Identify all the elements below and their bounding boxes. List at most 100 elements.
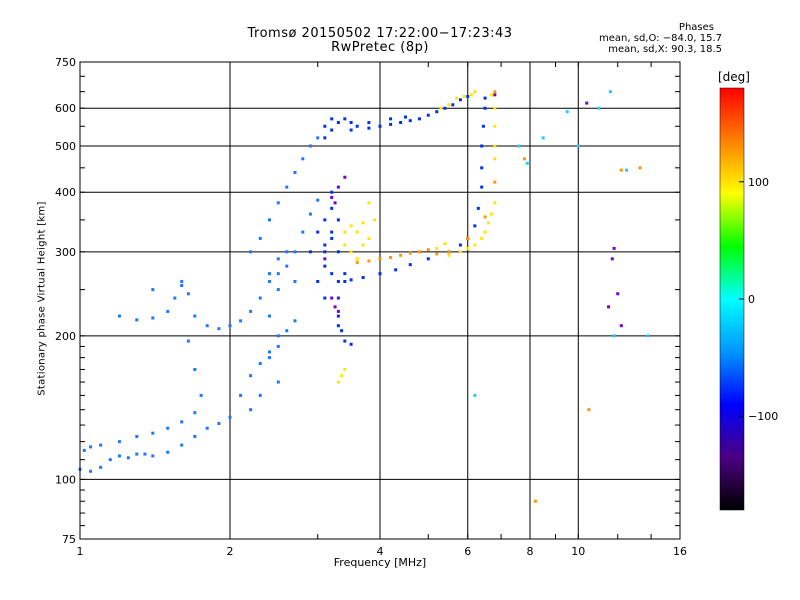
data-point bbox=[343, 339, 347, 343]
data-point bbox=[373, 218, 377, 222]
data-point bbox=[355, 260, 359, 264]
data-point bbox=[308, 250, 312, 254]
data-point bbox=[493, 90, 497, 94]
y-tick-label: 500 bbox=[55, 140, 76, 153]
data-point bbox=[82, 448, 86, 452]
data-point bbox=[462, 94, 466, 98]
data-point bbox=[367, 121, 371, 125]
data-point bbox=[180, 420, 184, 424]
data-point bbox=[408, 119, 412, 123]
data-point bbox=[117, 454, 121, 458]
data-point bbox=[180, 443, 184, 447]
data-point bbox=[205, 426, 209, 430]
data-point bbox=[493, 93, 497, 97]
y-tick-label: 300 bbox=[55, 246, 76, 259]
phases-x-stats: mean, sd,X: 90.3, 18.5 bbox=[608, 44, 722, 55]
data-point bbox=[316, 198, 320, 202]
data-point bbox=[361, 221, 365, 225]
data-point bbox=[258, 361, 262, 365]
y-tick-label: 750 bbox=[55, 56, 76, 69]
data-point bbox=[151, 316, 155, 320]
data-point bbox=[343, 230, 347, 234]
data-point bbox=[267, 314, 271, 318]
data-point bbox=[493, 201, 497, 205]
data-point bbox=[349, 342, 353, 346]
y-tick-label: 100 bbox=[55, 473, 76, 486]
data-point bbox=[597, 106, 601, 110]
axis-ticks: 1 2 4 6 8 10 16 75 100 200 300 400 500 600 750 bbox=[55, 56, 687, 558]
data-point bbox=[619, 168, 623, 172]
data-point bbox=[378, 257, 382, 261]
data-point bbox=[89, 469, 93, 473]
data-point bbox=[293, 319, 297, 323]
data-point bbox=[541, 136, 545, 140]
data-point bbox=[417, 250, 421, 254]
data-point bbox=[267, 218, 271, 222]
data-point bbox=[267, 350, 271, 354]
data-point bbox=[336, 121, 340, 125]
data-point bbox=[99, 465, 103, 469]
data-point bbox=[480, 185, 484, 189]
data-point bbox=[217, 421, 221, 425]
data-point bbox=[426, 113, 430, 117]
data-point bbox=[343, 117, 347, 121]
data-point bbox=[323, 264, 327, 268]
data-point bbox=[451, 103, 455, 107]
x-tick-label: 2 bbox=[227, 545, 234, 558]
data-point bbox=[447, 103, 451, 107]
data-point bbox=[108, 458, 112, 462]
data-point bbox=[276, 344, 280, 348]
data-point bbox=[117, 314, 121, 318]
data-point bbox=[408, 251, 412, 255]
data-point bbox=[330, 128, 334, 132]
plot-grid bbox=[80, 62, 680, 539]
data-point bbox=[483, 230, 487, 234]
data-point bbox=[610, 257, 614, 261]
data-point bbox=[126, 456, 130, 460]
data-point bbox=[403, 115, 407, 119]
data-point bbox=[276, 288, 280, 292]
colorbar-tick-label: −100 bbox=[748, 410, 778, 423]
data-point bbox=[276, 380, 280, 384]
data-point bbox=[408, 263, 412, 267]
data-point bbox=[361, 276, 365, 280]
data-point bbox=[267, 272, 271, 276]
chart-subtitle: RwPretec (8p) bbox=[331, 40, 429, 55]
x-tick-label: 6 bbox=[464, 545, 471, 558]
data-point bbox=[473, 393, 477, 397]
data-point bbox=[483, 215, 487, 219]
data-point bbox=[323, 250, 327, 254]
data-point bbox=[349, 224, 353, 228]
data-point bbox=[151, 431, 155, 435]
data-point bbox=[466, 236, 470, 240]
data-point bbox=[301, 157, 305, 161]
data-point bbox=[607, 305, 611, 309]
data-point bbox=[367, 126, 371, 130]
data-point bbox=[367, 236, 371, 240]
x-axis-label: Frequency [MHz] bbox=[333, 556, 427, 569]
data-point bbox=[340, 329, 344, 333]
data-point bbox=[517, 144, 521, 148]
data-point bbox=[323, 218, 327, 222]
data-point bbox=[355, 257, 359, 261]
data-point bbox=[249, 408, 253, 412]
data-point bbox=[646, 334, 650, 338]
data-point bbox=[276, 257, 280, 261]
data-point bbox=[239, 393, 243, 397]
data-point bbox=[533, 499, 537, 503]
data-point bbox=[389, 117, 393, 121]
data-point bbox=[89, 445, 93, 449]
phases-o-stats: mean, sd,O: −84.0, 15.7 bbox=[599, 33, 722, 44]
data-point bbox=[193, 367, 197, 371]
data-point bbox=[239, 319, 243, 323]
data-point bbox=[480, 144, 484, 148]
data-point bbox=[173, 296, 177, 300]
y-tick-label: 75 bbox=[62, 533, 76, 546]
data-point bbox=[473, 90, 477, 94]
data-point bbox=[285, 329, 289, 333]
data-point bbox=[612, 334, 616, 338]
data-point bbox=[330, 117, 334, 121]
data-point bbox=[587, 408, 591, 412]
data-point bbox=[458, 98, 462, 102]
